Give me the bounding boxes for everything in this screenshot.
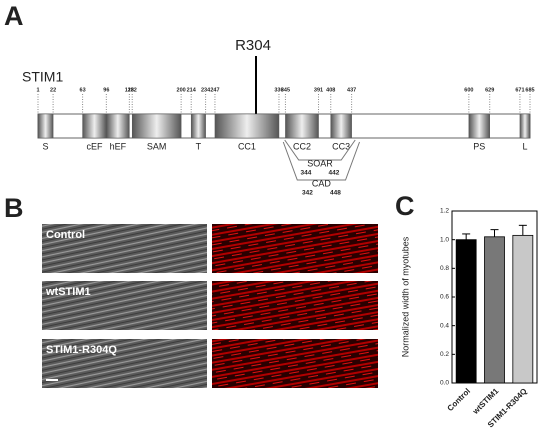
region-start: 344	[301, 170, 312, 177]
mutation-label: R304	[235, 37, 271, 54]
domain-label: CC3	[332, 141, 350, 151]
region-start: 342	[302, 190, 313, 197]
position-label: 1	[36, 87, 39, 93]
position-label: 132	[128, 87, 137, 93]
bar	[512, 234, 534, 384]
y-tick-label: 1.0	[440, 236, 449, 243]
domain	[214, 113, 280, 139]
position-label: 336	[274, 87, 283, 93]
domain-label: SAM	[147, 141, 167, 151]
image	[212, 339, 378, 388]
protein-name: STIM1	[22, 69, 63, 85]
position-label: 600	[464, 87, 473, 93]
position-label: 437	[347, 87, 356, 93]
y-tick-label: 0.2	[440, 351, 449, 358]
panel-letter: B	[4, 193, 24, 223]
region-end: 448	[330, 190, 341, 197]
y-axis-label: Normalized width of myotubes	[400, 236, 410, 357]
panel-c: C Normalized width of myotubes 0.0 0.2 0.4…	[395, 191, 538, 429]
domain	[106, 113, 130, 139]
region-bracket	[282, 141, 360, 181]
domain	[82, 113, 107, 139]
y-tick-label: 0.8	[440, 265, 449, 272]
bar	[484, 236, 505, 384]
domain	[190, 113, 206, 139]
position-label: 200	[177, 87, 186, 93]
domain-label: T	[196, 141, 202, 151]
domain-label: S	[43, 141, 49, 151]
y-tick-label: 0.4	[440, 322, 449, 329]
domain-label: L	[522, 141, 527, 151]
panel-b: B Control wtSTIM1 STIM1-R304Q	[4, 193, 378, 388]
row-label: Control	[46, 229, 85, 241]
region-end: 442	[329, 170, 340, 177]
position-label: 391	[314, 87, 323, 93]
region-label: CAD	[312, 178, 332, 188]
panel-letter: C	[395, 191, 415, 221]
position-label: 247	[210, 87, 219, 93]
row-label: wtSTIM1	[45, 286, 91, 298]
domain	[37, 113, 54, 139]
x-tick-label: Control	[446, 387, 472, 413]
position-label: 214	[187, 87, 197, 93]
domain-label: PS	[473, 141, 485, 151]
image	[42, 339, 207, 388]
panel-letter: A	[4, 1, 24, 31]
domain-label: hEF	[110, 141, 127, 151]
position-label: 96	[103, 87, 109, 93]
image	[212, 281, 378, 330]
position-label: 63	[80, 87, 86, 93]
region-bracket	[284, 139, 356, 161]
position-label: 685	[525, 87, 534, 93]
domain	[468, 113, 490, 139]
y-tick-label: 0.6	[440, 294, 449, 301]
domain	[330, 113, 352, 139]
position-label: 128	[125, 87, 134, 93]
domain-label: CC1	[238, 141, 256, 151]
position-label: 629	[485, 87, 494, 93]
position-label: 408	[326, 87, 335, 93]
row-label: STIM1-R304Q	[46, 344, 117, 356]
position-label: 671	[515, 87, 524, 93]
position-label: 234	[201, 87, 211, 93]
image	[42, 281, 207, 330]
domain-label: CC2	[293, 141, 311, 151]
domain	[131, 113, 182, 139]
domain	[519, 113, 531, 139]
image	[42, 224, 207, 273]
domain-label: cEF	[86, 141, 103, 151]
position-label: 345	[281, 87, 290, 93]
y-tick-label: 1.2	[440, 208, 449, 215]
y-tick-label: 0.0	[440, 380, 449, 387]
bar	[455, 239, 477, 384]
region-label: SOAR	[307, 158, 333, 168]
image	[212, 224, 378, 273]
position-label: 22	[50, 87, 56, 93]
domain	[285, 113, 319, 139]
